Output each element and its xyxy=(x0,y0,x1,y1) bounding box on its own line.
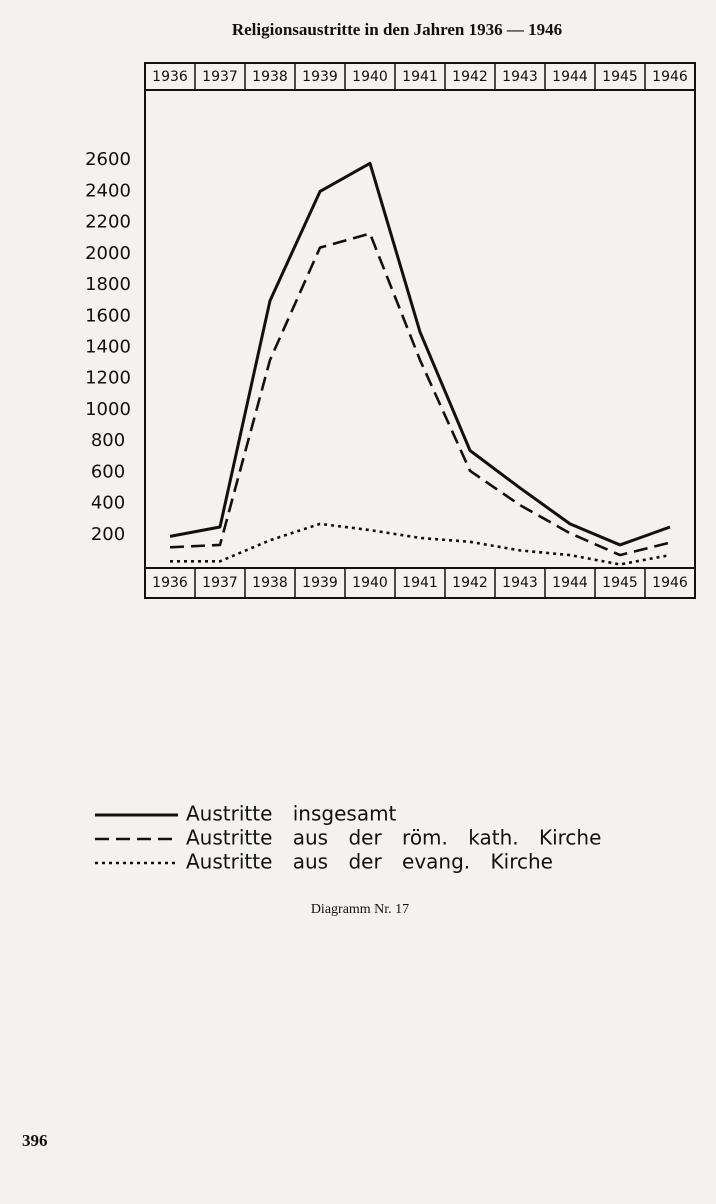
y-tick-label: 400 xyxy=(91,493,125,514)
y-tick-label: 200 xyxy=(91,524,125,545)
x-tick-label: 1941 xyxy=(402,575,438,591)
legend-label: Austritte aus der röm. kath. Kirche xyxy=(186,826,601,850)
x-tick-label: 1939 xyxy=(302,69,338,85)
x-tick-label: 1937 xyxy=(202,69,238,85)
y-tick-label: 2000 xyxy=(85,243,131,264)
legend-label: Austritte aus der evang. Kirche xyxy=(186,850,553,874)
x-tick-label: 1936 xyxy=(152,69,188,85)
x-tick-label: 1938 xyxy=(252,69,288,85)
x-tick-label: 1946 xyxy=(652,69,688,85)
caption: Diagramm Nr. 17 xyxy=(311,902,409,917)
x-tick-label: 1936 xyxy=(152,575,188,591)
y-tick-label: 1600 xyxy=(85,305,131,326)
chart-frame xyxy=(144,62,696,599)
x-tick-label: 1940 xyxy=(352,69,388,85)
x-tick-label: 1942 xyxy=(452,69,488,85)
legend-label: Austritte insgesamt xyxy=(186,802,397,826)
x-tick-label: 1946 xyxy=(652,575,688,591)
x-tick-label: 1939 xyxy=(302,575,338,591)
y-tick-label: 800 xyxy=(91,430,125,451)
page-number: 396 xyxy=(22,1131,48,1150)
x-tick-label: 1945 xyxy=(602,69,638,85)
x-tick-label: 1945 xyxy=(602,575,638,591)
x-tick-label: 1937 xyxy=(202,575,238,591)
data-line xyxy=(169,232,671,557)
y-tick-label: 2200 xyxy=(85,212,131,233)
y-tick-label: 600 xyxy=(91,461,125,482)
x-tick-label: 1940 xyxy=(352,575,388,591)
x-tick-label: 1942 xyxy=(452,575,488,591)
y-tick-label: 1200 xyxy=(85,368,131,389)
x-tick-label: 1944 xyxy=(552,69,588,85)
y-tick-label: 2600 xyxy=(85,149,131,170)
data-line xyxy=(170,522,671,566)
x-tick-label: 1941 xyxy=(402,69,438,85)
y-tick-label: 1000 xyxy=(85,399,131,420)
x-tick-label: 1943 xyxy=(502,575,538,591)
y-tick-label: 1800 xyxy=(85,274,131,295)
y-tick-label: 1400 xyxy=(85,337,131,358)
data-line xyxy=(169,161,671,547)
x-tick-label: 1943 xyxy=(502,69,538,85)
x-tick-label: 1944 xyxy=(552,575,588,591)
chart-title: Religionsaustritte in den Jahren 1936 — … xyxy=(232,20,562,39)
y-tick-label: 2400 xyxy=(85,180,131,201)
x-tick-label: 1938 xyxy=(252,575,288,591)
